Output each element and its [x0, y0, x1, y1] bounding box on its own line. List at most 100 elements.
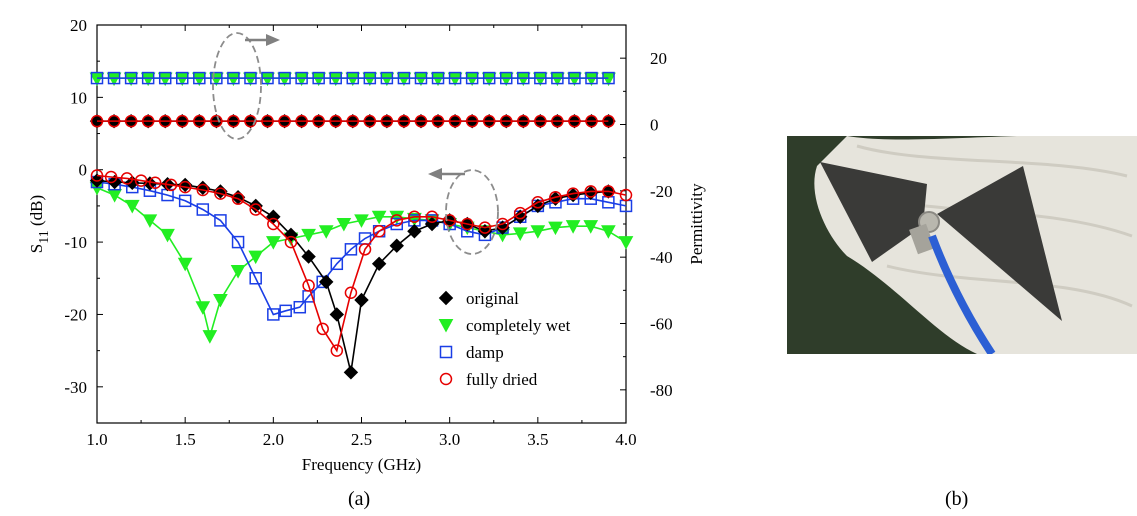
permittivity-point [141, 114, 155, 128]
chart-caption: (a) [348, 488, 371, 510]
x-tick-label: 3.0 [439, 430, 460, 449]
s11-point [330, 344, 344, 357]
s11-point [195, 301, 211, 315]
permittivity-point [534, 114, 547, 128]
s11-point [267, 217, 280, 231]
permittivity-point [414, 71, 428, 85]
s11-point [477, 224, 493, 239]
permittivity-point [602, 114, 615, 128]
annotation-arrowhead-right [266, 34, 280, 46]
permittivity-point [227, 71, 240, 85]
permittivity-point [176, 71, 189, 85]
s11-point [549, 190, 562, 204]
permittivity-point [482, 114, 496, 128]
permittivity-point [499, 114, 513, 128]
s11-point [478, 221, 492, 234]
s11-point [618, 236, 634, 250]
y-right-axis-label: Permittivity [687, 183, 706, 265]
s11-point [443, 214, 456, 227]
s11-point [548, 221, 563, 236]
s11-point [354, 292, 369, 308]
s11-point [124, 199, 140, 214]
permittivity-point [551, 71, 564, 85]
s11-point [566, 187, 580, 200]
permittivity-point [227, 114, 240, 128]
legend-label: completely wet [466, 316, 571, 335]
s11-point [178, 194, 192, 208]
s11-point [531, 196, 545, 209]
legend-marker [439, 372, 453, 386]
permittivity-point [90, 71, 104, 85]
y-left-tick-label: 10 [70, 88, 87, 107]
permittivity-point [534, 71, 547, 85]
permittivity-point [431, 71, 445, 85]
s11-point [344, 243, 358, 256]
x-tick-label: 4.0 [615, 430, 636, 449]
s11-point [601, 225, 616, 239]
y-right-tick-label: -20 [650, 182, 673, 201]
permittivity-point [124, 71, 138, 85]
permittivity-point [210, 71, 223, 85]
s11-point [279, 304, 292, 318]
s11-point [213, 293, 228, 308]
permittivity-point [329, 114, 342, 128]
x-tick-label: 1.5 [175, 430, 196, 449]
antenna-photo [787, 136, 1137, 354]
permittivity-point [278, 114, 291, 128]
permittivity-point [107, 71, 121, 85]
s11-point [248, 198, 263, 214]
permittivity-point [346, 114, 360, 128]
s11-point [178, 180, 192, 194]
s11-point [389, 210, 405, 225]
s11-permittivity-chart: 1.0 1.5 2.0 2.5 3.0 3.5 4.0 20 10 0 -10 -20 -30 20 0 -2… [27, 16, 706, 474]
s11-point [619, 188, 633, 202]
legend-label: fully dried [466, 370, 538, 389]
legend-label: original [466, 289, 519, 308]
s11-point [408, 210, 421, 224]
s11-point [583, 220, 599, 234]
s11-point [513, 206, 527, 220]
s11-point [329, 307, 345, 322]
permittivity-point [295, 114, 308, 128]
s11-point [293, 300, 307, 314]
permittivity-point [244, 114, 257, 128]
y-left-tick-label: 20 [70, 16, 87, 35]
s11-point [265, 236, 281, 250]
s11-point [249, 203, 262, 216]
permittivity-point [602, 71, 615, 85]
permittivity-point [397, 114, 411, 128]
s11-point [142, 214, 158, 228]
s11-point [214, 187, 227, 200]
s11-point [336, 218, 352, 232]
permittivity-point [346, 71, 360, 85]
s11-point [343, 365, 359, 380]
permittivity-point [176, 114, 189, 128]
s11-point [316, 322, 329, 336]
y-right-tick-label: -40 [650, 248, 673, 267]
s11-point [90, 169, 104, 182]
permittivity-point [124, 114, 138, 128]
y-right-tick-label: 20 [650, 49, 667, 68]
x-tick-label: 2.5 [351, 430, 372, 449]
x-tick-label: 2.0 [263, 430, 284, 449]
s11-point [390, 214, 404, 227]
legend-marker [439, 345, 453, 359]
permittivity-point [448, 71, 462, 85]
s11-point [358, 243, 372, 256]
s11-point [354, 214, 369, 228]
s11-point [177, 257, 193, 272]
permittivity-point [568, 114, 581, 128]
s11-point [619, 199, 633, 213]
legend-marker [438, 290, 454, 306]
s11-point [230, 265, 246, 279]
y-right-tick-label: 0 [650, 116, 659, 135]
y-right-tick-label: -80 [650, 381, 673, 400]
s11-point [407, 224, 422, 239]
s11-point [602, 185, 615, 198]
s11-point [196, 183, 210, 197]
s11-point [530, 225, 546, 239]
s11-point [330, 257, 344, 271]
y-left-tick-label: -30 [64, 378, 87, 397]
legend-label: damp [466, 343, 504, 362]
s11-point [461, 217, 474, 231]
